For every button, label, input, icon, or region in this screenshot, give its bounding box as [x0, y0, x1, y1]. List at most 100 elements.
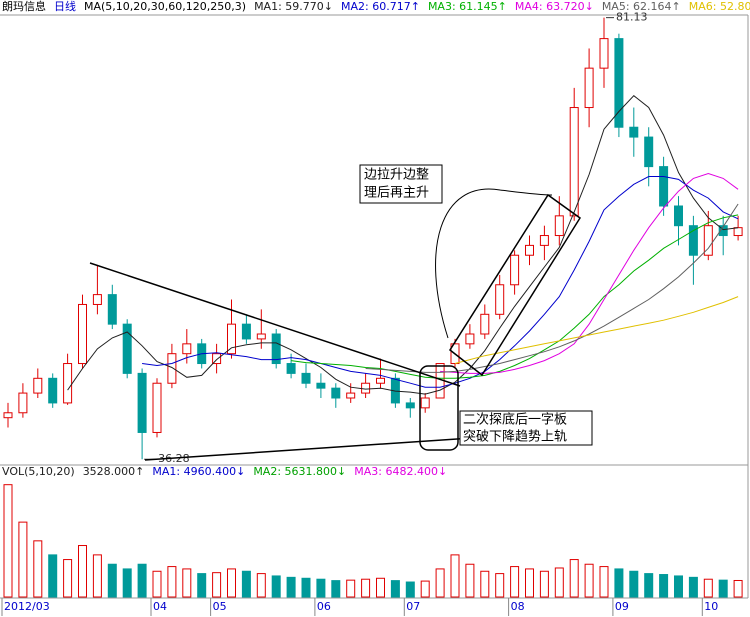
legend-item: MA6: 52.803↑ — [689, 0, 750, 13]
volume-bar — [376, 577, 385, 598]
volume-bar — [241, 570, 251, 598]
candle-body — [674, 205, 683, 227]
volume-bar — [435, 568, 445, 598]
candle-body — [733, 227, 743, 237]
candle-body — [584, 67, 594, 109]
volume-bar — [152, 570, 162, 598]
volume-bar — [480, 570, 490, 598]
x-tick-label: 10 — [704, 600, 718, 613]
candle-body — [569, 107, 579, 217]
candle-body — [92, 294, 102, 305]
ma-line — [142, 176, 739, 388]
candle-body — [599, 38, 609, 69]
legend-item: MA1: 59.770↓ — [254, 0, 333, 13]
candle-body — [554, 215, 564, 237]
legend-item: MA3: 6482.400↓ — [354, 465, 447, 478]
candle-body — [703, 225, 713, 256]
ma-line — [454, 296, 739, 364]
candle-body — [18, 392, 28, 414]
highlight-box — [419, 365, 459, 451]
volume-bar — [3, 484, 13, 598]
candle-body — [3, 412, 13, 419]
candle-body — [182, 343, 192, 355]
volume-bar — [644, 573, 654, 598]
x-tick-label: 08 — [511, 600, 525, 613]
legend-item: MA3: 61.145↑ — [428, 0, 507, 13]
volume-bar — [674, 575, 683, 598]
volume-bar — [167, 566, 177, 598]
candle-body — [361, 382, 371, 394]
volume-bar — [525, 568, 534, 598]
candle-body — [495, 284, 505, 315]
volume-bar — [271, 575, 281, 598]
x-tick-label: 06 — [317, 600, 331, 613]
volume-bar — [33, 540, 43, 598]
volume-bar — [539, 570, 549, 598]
volume-bar — [390, 580, 400, 598]
candle-body — [539, 235, 549, 246]
note-box — [359, 164, 443, 204]
candle-body — [286, 363, 296, 374]
volume-bar — [361, 578, 371, 598]
candle-body — [688, 225, 698, 256]
volume-bar — [316, 578, 326, 598]
volume-bar — [659, 574, 669, 598]
candle-body — [63, 363, 73, 404]
volume-bar — [733, 579, 743, 598]
candle-body — [33, 377, 43, 394]
ma-line — [67, 95, 739, 395]
volume-bar — [629, 570, 639, 598]
legend-item: 3528.000↑ — [83, 465, 145, 478]
x-tick-label: 04 — [153, 600, 167, 613]
candle-body — [629, 126, 639, 138]
candle-body — [122, 323, 132, 374]
volume-bar — [495, 573, 505, 598]
volume-bar — [450, 554, 460, 598]
candle-body — [405, 402, 415, 409]
volume-bar — [405, 581, 415, 598]
volume-bar — [584, 563, 594, 598]
candle-body — [718, 225, 728, 237]
volume-bar — [346, 579, 356, 598]
note: 理后再主升 — [364, 186, 429, 201]
volume-bar — [465, 563, 475, 598]
candle-body — [331, 387, 341, 399]
ma-line — [291, 214, 739, 379]
note: 二次探底后一字板 — [463, 412, 567, 428]
drawings — [89, 164, 593, 461]
volume-bar — [18, 521, 28, 598]
volume-bar — [256, 573, 266, 598]
candle-body — [167, 353, 177, 384]
channel-box — [449, 193, 582, 377]
candle-body — [510, 254, 520, 286]
candle-body — [241, 323, 251, 340]
legend-item: MA1: 4960.400↓ — [152, 465, 245, 478]
candle-body — [346, 392, 356, 399]
candle-body — [212, 353, 222, 365]
legend-item: MA2: 5631.800↓ — [253, 465, 346, 478]
volume-bar — [703, 578, 713, 598]
volume-bar — [688, 576, 698, 598]
candle-body — [107, 294, 117, 325]
x-tick-label: 05 — [213, 600, 227, 613]
volume-bar — [107, 563, 117, 598]
candle-body — [376, 377, 385, 384]
volume-bar — [614, 568, 624, 598]
candle-body — [301, 372, 311, 384]
candle-body — [465, 333, 475, 345]
candle-body — [78, 303, 87, 365]
volume-bar — [63, 559, 73, 598]
candle-body — [525, 244, 534, 256]
candle-body — [48, 377, 58, 404]
candle-body — [137, 372, 147, 433]
candle-body — [659, 166, 669, 207]
legend-item: MA2: 60.717↑ — [341, 0, 420, 13]
legend-item: 朗玛信息 — [2, 0, 46, 13]
volume-bar — [122, 568, 132, 598]
volume-bar — [78, 545, 87, 598]
volume-bar — [286, 576, 296, 598]
high-label: 81.13 — [616, 11, 648, 24]
